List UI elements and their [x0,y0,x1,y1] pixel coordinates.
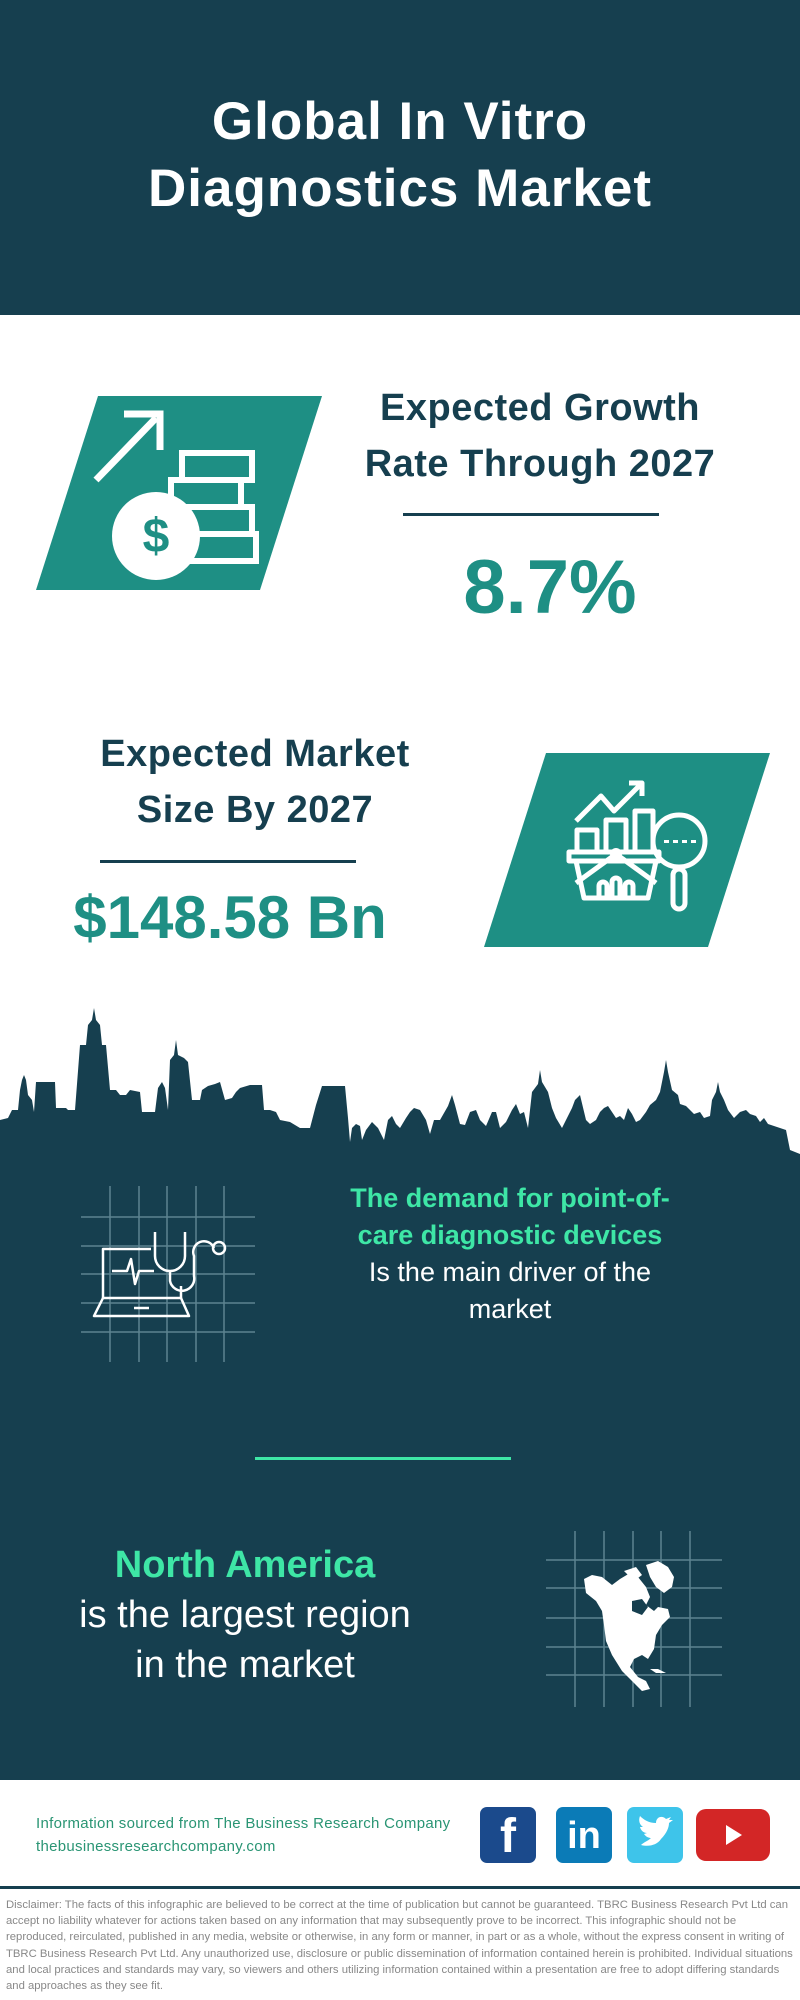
page-title: Global In Vitro Diagnostics Market [0,88,800,222]
header-banner [0,0,800,315]
website-link[interactable]: thebusinessresearchcompany.com [36,1838,276,1855]
driver-text-line-2: market [468,1294,552,1324]
north-america-map-icon [546,1531,722,1707]
market-analysis-icon [484,753,770,947]
growth-heading-line-1: Expected Growth [380,387,700,429]
market-heading-line-1: Expected Market [100,733,410,775]
twitter-icon[interactable] [627,1807,683,1863]
title-line-1: Global In Vitro [211,92,589,151]
facebook-icon[interactable]: f [480,1807,536,1863]
region-text: North America is the largest region in t… [20,1540,470,1690]
divider [403,513,659,516]
twitter-bird-glyph [639,1816,673,1846]
driver-text: The demand for point-of- care diagnostic… [300,1180,720,1328]
divider [255,1457,511,1460]
youtube-icon[interactable] [696,1809,770,1861]
source-text: Information sourced from The Business Re… [36,1815,451,1832]
region-highlight: North America [114,1544,376,1586]
source-credit: Information sourced from The Business Re… [36,1812,450,1858]
divider [100,860,356,863]
market-size-heading: Expected Market Size By 2027 [50,726,460,838]
driver-highlight-line-2: care diagnostic devices [357,1220,663,1250]
title-line-2: Diagnostics Market [148,159,652,218]
linkedin-icon[interactable]: in [556,1807,612,1863]
market-size-value: $148.58 Bn [73,884,387,951]
growth-heading-line-2: Rate Through 2027 [364,443,716,485]
divider [0,1886,800,1889]
laptop-stethoscope-icon [81,1186,255,1362]
growth-heading: Expected Growth Rate Through 2027 [340,380,740,492]
region-text-line-2: in the market [135,1644,355,1686]
market-heading-line-2: Size By 2027 [136,789,374,831]
region-text-line-1: is the largest region [79,1594,411,1636]
svg-text:$: $ [143,510,170,563]
money-growth-icon: $ [36,396,322,590]
disclaimer-text: Disclaimer: The facts of this infographi… [6,1899,793,1993]
play-glyph [726,1825,742,1845]
driver-highlight-line-1: The demand for point-of- [350,1183,670,1213]
growth-rate-value: 8.7% [463,545,637,630]
driver-text-line-1: Is the main driver of the [368,1257,652,1287]
